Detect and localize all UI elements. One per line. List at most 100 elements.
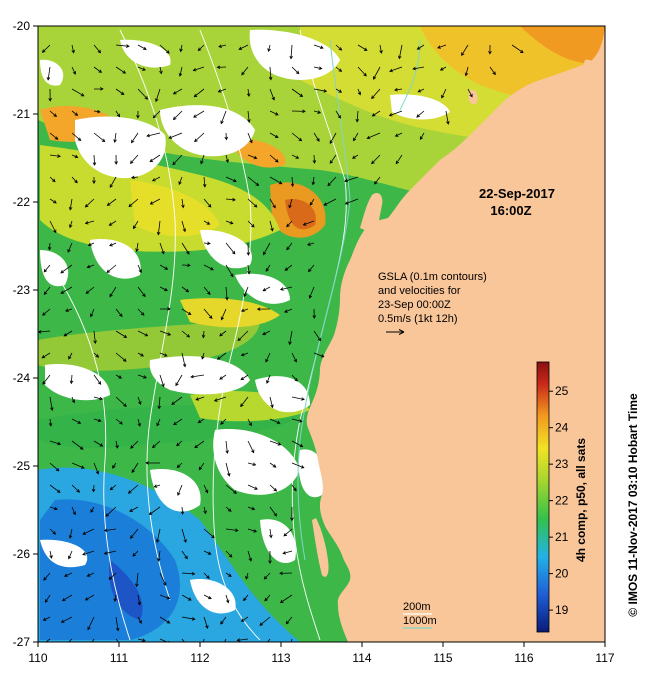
velocity-arrow: [181, 198, 185, 209]
velocity-arrow: [87, 242, 95, 247]
velocity-arrow: [71, 440, 84, 450]
velocity-arrow: [71, 418, 82, 424]
velocity-arrow: [159, 66, 163, 75]
velocity-arrow: [180, 506, 185, 515]
x-tick-label: 117: [595, 651, 614, 665]
velocity-arrow: [269, 176, 283, 185]
velocity-arrow: [84, 198, 95, 208]
velocity-arrow: [201, 330, 206, 339]
velocity-arrow: [115, 396, 127, 407]
time-label: 16:00Z: [490, 203, 531, 218]
velocity-arrow: [291, 374, 298, 382]
velocity-arrow: [439, 66, 447, 71]
velocity-arrow: [93, 462, 100, 475]
velocity-arrow: [71, 154, 79, 159]
velocity-arrow: [137, 308, 145, 316]
velocity-arrow: [247, 462, 257, 466]
velocity-arrow: [156, 418, 161, 427]
velocity-arrow: [90, 308, 95, 318]
velocity-arrow: [203, 308, 213, 320]
velocity-arrow: [379, 44, 383, 54]
velocity-arrow: [115, 638, 120, 642]
velocity-arrow: [353, 132, 359, 142]
velocity-arrow: [176, 462, 183, 468]
velocity-arrow: [106, 264, 117, 274]
velocity-arrow: [48, 418, 53, 427]
velocity-arrow: [291, 484, 297, 492]
velocity-arrow: [264, 594, 271, 602]
velocity-arrow: [441, 88, 447, 99]
velocity-arrow: [159, 264, 169, 270]
velocity-arrow: [181, 594, 192, 601]
velocity-arrow: [241, 66, 249, 76]
velocity-arrow: [115, 352, 127, 362]
y-tick-label: -22: [13, 195, 31, 209]
velocity-arrow: [159, 352, 168, 357]
velocity-arrow: [266, 638, 271, 642]
velocity-arrow: [394, 87, 403, 92]
colorbar-tick-label: 21: [555, 530, 569, 544]
x-tick-label: 113: [271, 651, 290, 665]
velocity-arrow: [71, 506, 76, 516]
velocity-arrow: [108, 572, 117, 580]
velocity-arrow: [262, 286, 271, 292]
peninsula-northwest-cape: [360, 193, 383, 235]
velocity-arrow: [203, 550, 212, 555]
velocity-arrow: [246, 242, 251, 256]
velocity-arrow: [203, 286, 211, 295]
scale-arrow: [386, 329, 405, 335]
velocity-arrow: [137, 264, 142, 274]
velocity-arrow: [181, 330, 191, 338]
velocity-arrow: [225, 154, 229, 164]
velocity-arrow: [246, 88, 251, 98]
velocity-arrow: [357, 44, 368, 51]
velocity-arrow: [93, 330, 97, 345]
velocity-arrow: [371, 88, 381, 100]
y-tick-label: -21: [13, 107, 31, 121]
velocity-arrow: [312, 308, 316, 319]
velocity-arrow: [225, 176, 237, 183]
colorbar-tick-label: 20: [555, 567, 569, 581]
velocity-arrow: [203, 484, 209, 494]
velocity-arrow: [91, 484, 96, 493]
velocity-arrow: [247, 198, 258, 208]
velocity-arrow: [225, 440, 229, 455]
y-tick-label: -23: [13, 283, 31, 297]
velocity-arrow: [176, 440, 183, 447]
velocity-arrow: [137, 616, 142, 624]
velocity-arrow: [247, 484, 258, 490]
colorbar-tick-label: 25: [555, 384, 569, 398]
colorbar-ticks: 19 20 21 22 23 24 25: [549, 384, 569, 617]
velocity-arrow: [109, 484, 117, 491]
velocity-arrow: [103, 550, 117, 555]
velocity-arrow: [136, 110, 140, 119]
velocity-arrow: [86, 264, 95, 269]
map-frame: [37, 25, 606, 643]
velocity-arrow: [115, 374, 123, 379]
gsla-legend-line1: GSLA (0.1m contours): [378, 271, 487, 283]
velocity-arrow: [313, 66, 323, 70]
velocity-arrow: [198, 462, 205, 471]
velocity-arrow: [131, 462, 139, 474]
velocity-arrow: [159, 330, 172, 336]
x-tick-label: 116: [514, 651, 533, 665]
velocity-arrow: [291, 154, 300, 159]
velocity-arrow: [203, 594, 212, 600]
velocity-arrow: [71, 396, 75, 404]
velocity-arrow: [71, 176, 78, 184]
velocity-arrow: [335, 66, 343, 72]
velocity-arrow: [130, 175, 139, 180]
x-tick-label: 111: [110, 651, 129, 665]
velocity-arrow: [263, 572, 271, 580]
y-tick-label: -20: [13, 19, 31, 33]
velocity-arrow: [135, 572, 139, 588]
velocity-arrow: [203, 572, 210, 579]
velocity-arrow: [389, 66, 403, 73]
velocity-arrow: [137, 352, 145, 357]
velocity-arrow: [44, 594, 51, 603]
velocity-arrow: [225, 528, 239, 532]
velocity-arrow: [269, 154, 279, 163]
velocity-arrow: [152, 110, 161, 119]
velocity-arrow: [109, 286, 117, 298]
velocity-arrow: [194, 440, 205, 449]
